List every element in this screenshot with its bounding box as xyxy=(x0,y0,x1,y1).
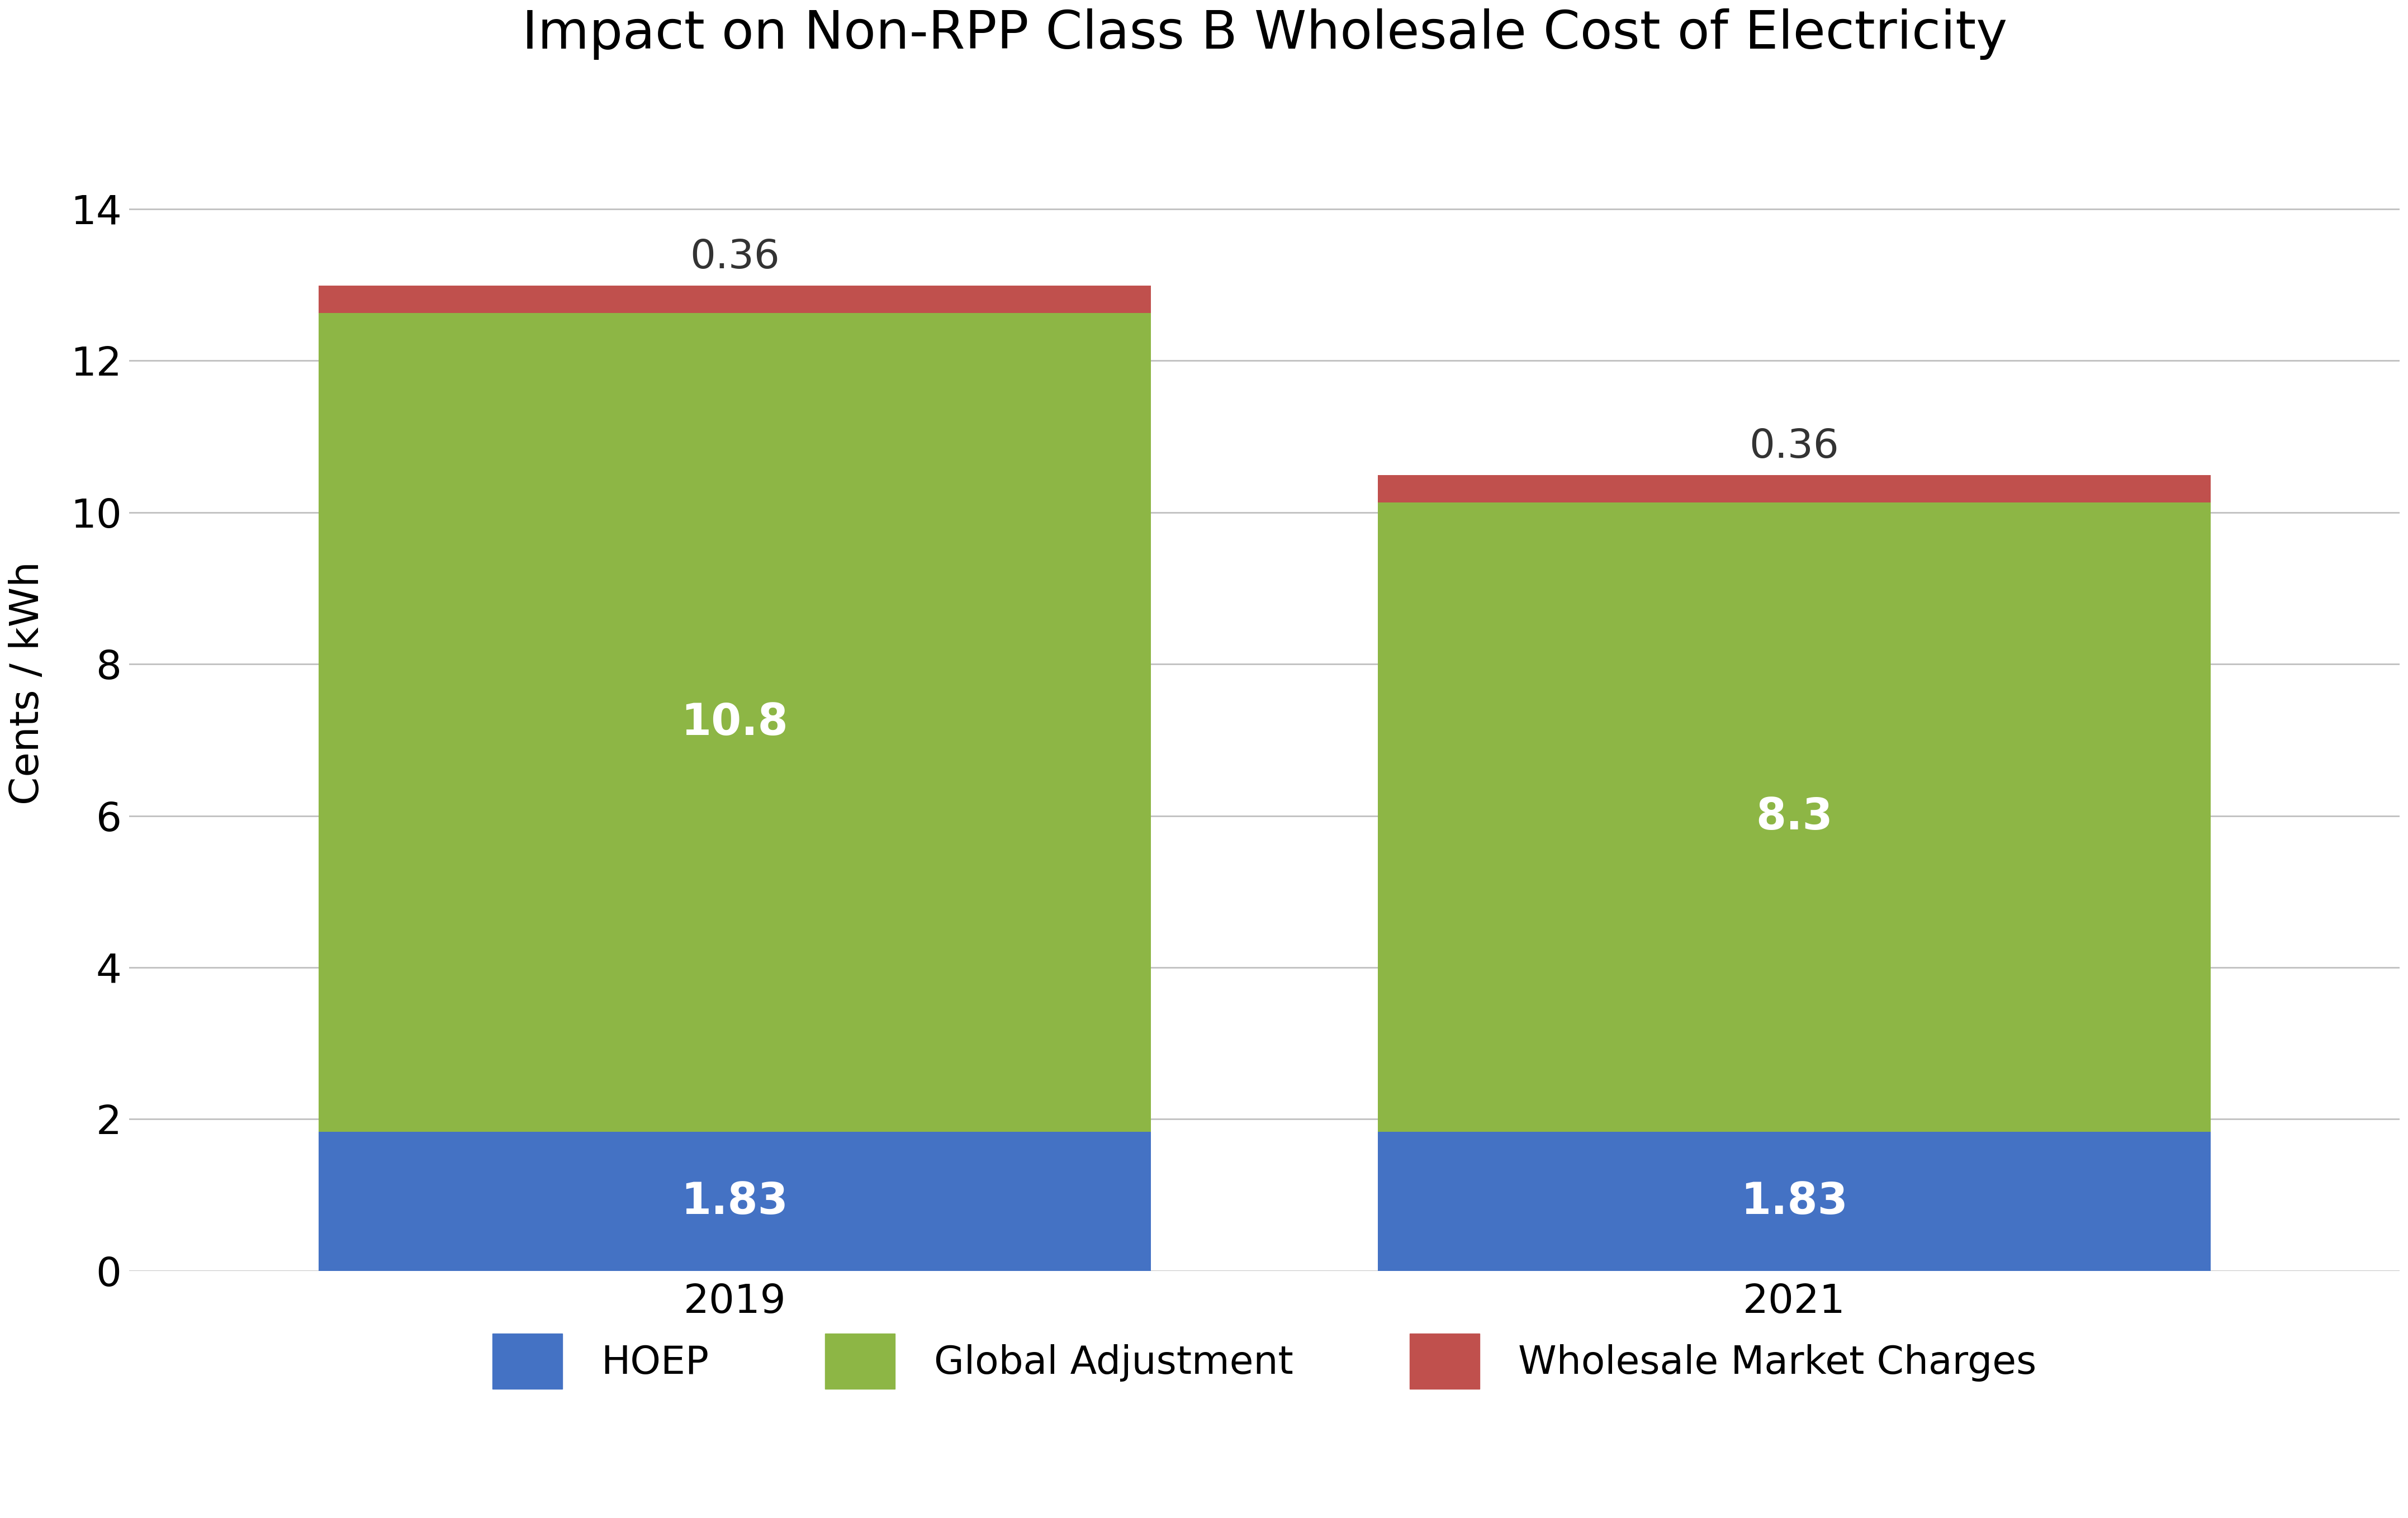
Text: 1.83: 1.83 xyxy=(681,1179,787,1222)
Bar xyxy=(1377,475,2211,502)
Bar xyxy=(318,313,1151,1132)
Bar xyxy=(318,285,1151,313)
Text: 0.36: 0.36 xyxy=(689,238,780,276)
Text: 10.8: 10.8 xyxy=(681,701,787,744)
Bar xyxy=(1377,1132,2211,1271)
Text: 8.3: 8.3 xyxy=(1755,795,1832,838)
Title: Impact on Non-RPP Class B Wholesale Cost of Electricity: Impact on Non-RPP Class B Wholesale Cost… xyxy=(523,9,2008,59)
Y-axis label: Cents / kWh: Cents / kWh xyxy=(7,562,46,805)
Text: 1.83: 1.83 xyxy=(1741,1179,1847,1222)
Text: 0.36: 0.36 xyxy=(1748,428,1840,466)
Legend: HOEP, Global Adjustment, Wholesale Market Charges: HOEP, Global Adjustment, Wholesale Marke… xyxy=(477,1318,2052,1404)
Bar xyxy=(318,1132,1151,1271)
Bar xyxy=(1377,502,2211,1132)
